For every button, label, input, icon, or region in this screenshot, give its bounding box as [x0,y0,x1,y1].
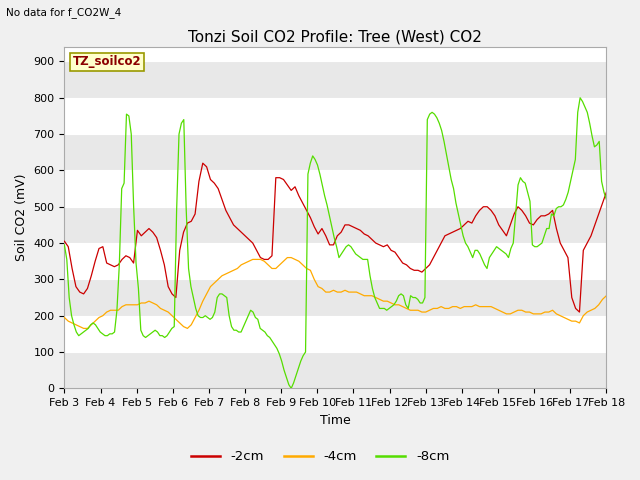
Title: Tonzi Soil CO2 Profile: Tree (West) CO2: Tonzi Soil CO2 Profile: Tree (West) CO2 [188,29,483,44]
Legend: -2cm, -4cm, -8cm: -2cm, -4cm, -8cm [186,445,454,468]
Bar [65,207,606,243]
Bar [65,134,606,170]
Text: TZ_soilco2: TZ_soilco2 [72,56,141,69]
Bar [65,279,606,316]
Bar [65,61,606,98]
X-axis label: Time: Time [320,414,351,427]
Bar [65,352,606,388]
Y-axis label: Soil CO2 (mV): Soil CO2 (mV) [15,174,28,262]
Text: No data for f_CO2W_4: No data for f_CO2W_4 [6,7,122,18]
